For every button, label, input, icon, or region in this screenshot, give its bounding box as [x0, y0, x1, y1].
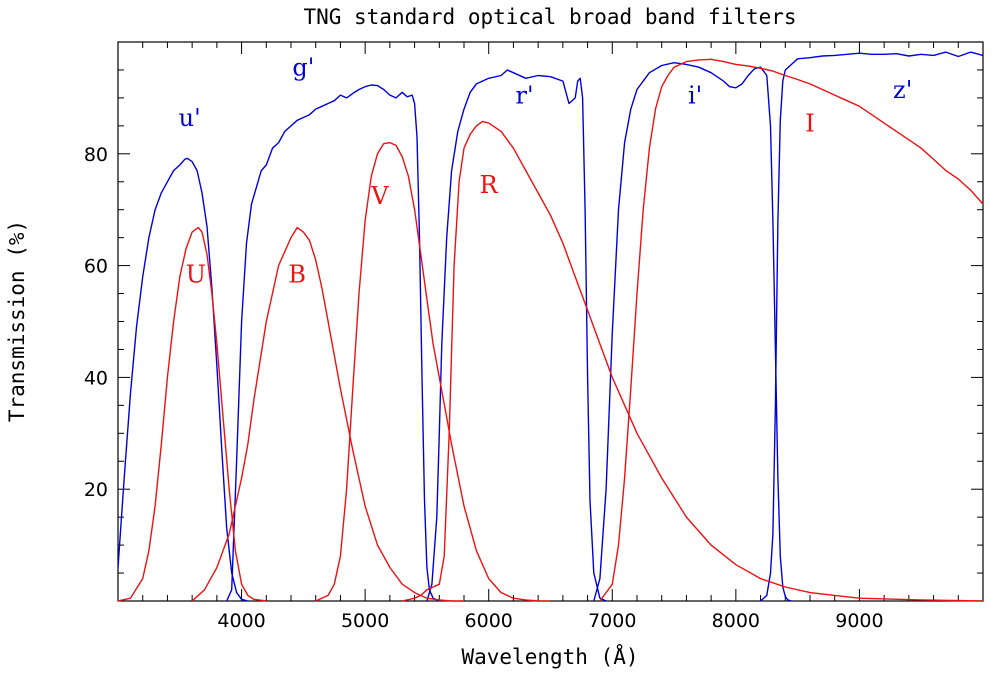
series-label-r-prime: r' — [516, 81, 534, 109]
series-label-u: U — [186, 260, 206, 288]
series-line-r — [402, 120, 984, 602]
axis-ticks: 4000 5000 6000 7000 8000 9000 20 40 60 80 — [84, 42, 983, 632]
x-tick-label: 4000 — [217, 610, 265, 632]
series-line-u-prime — [117, 157, 248, 602]
series-label-b: B — [288, 260, 306, 288]
series-line-i-prime — [593, 62, 792, 602]
plot-frame — [117, 41, 984, 602]
y-tick-label: 20 — [84, 479, 108, 501]
series-label-r: R — [480, 171, 499, 199]
series-line-g-prime — [226, 84, 440, 602]
series-label-v: V — [370, 182, 389, 210]
series-line-r-prime — [426, 69, 607, 602]
y-tick-label: 60 — [84, 256, 108, 278]
series-label-g-prime: g' — [292, 54, 314, 82]
x-tick-label: 6000 — [465, 610, 513, 632]
y-axis-label: Transmission (%) — [5, 220, 29, 422]
series-line-u — [117, 226, 267, 602]
x-tick-label: 8000 — [712, 610, 760, 632]
x-axis-label: Wavelength (Å) — [461, 643, 638, 669]
series-label-u-prime: u' — [179, 104, 201, 132]
series-line-i — [599, 58, 984, 602]
x-tick-label: 9000 — [835, 610, 883, 632]
x-tick-label: 7000 — [588, 610, 636, 632]
series-labels: u' g' r' i' z' U B V R I — [179, 54, 913, 289]
series-label-i: I — [805, 109, 814, 137]
x-tick-label: 5000 — [341, 610, 389, 632]
series-label-i-prime: i' — [688, 81, 702, 109]
series-line-b — [191, 226, 464, 602]
series-label-z-prime: z' — [893, 76, 912, 104]
y-tick-label: 80 — [84, 144, 108, 166]
series-lines — [117, 51, 984, 602]
chart-title: TNG standard optical broad band filters — [303, 5, 796, 29]
y-tick-label: 40 — [84, 367, 108, 389]
series-line-v — [315, 141, 551, 602]
series-line-z-prime — [760, 51, 984, 602]
